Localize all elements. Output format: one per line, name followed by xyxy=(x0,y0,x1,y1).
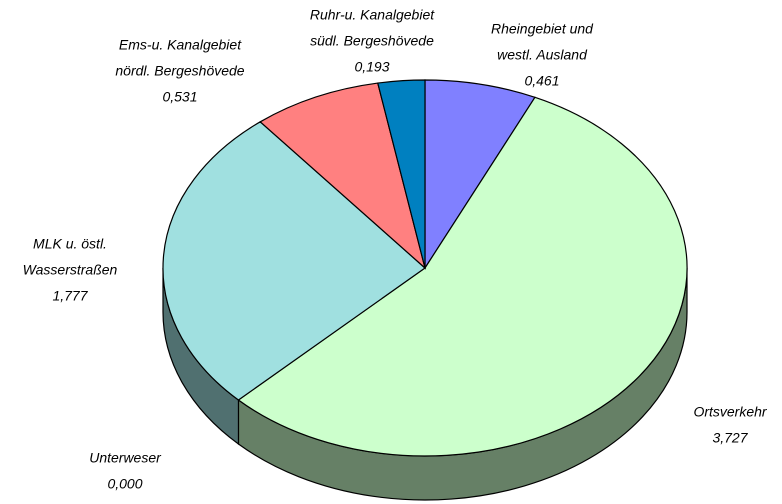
value-label: 0,531 xyxy=(162,89,197,105)
pie-slice xyxy=(237,96,688,457)
value-label: 1,777 xyxy=(52,288,88,304)
pie-slice xyxy=(424,79,536,271)
slice-label: Ortsverkehr xyxy=(693,404,767,420)
pie-slice xyxy=(162,121,426,401)
value-label: 3,727 xyxy=(712,430,748,446)
slice-label: Ems-u. Kanalgebiet xyxy=(119,37,242,53)
value-label: 0,193 xyxy=(354,59,389,75)
slice-label: westl. Ausland xyxy=(497,47,588,63)
slice-label: Ruhr-u. Kanalgebiet xyxy=(310,7,435,23)
slice-label: südl. Bergeshövede xyxy=(310,33,434,49)
slice-label: MLK u. östl. xyxy=(33,236,107,252)
slice-label: Unterweser xyxy=(89,450,162,466)
pie-slice xyxy=(377,79,426,269)
pie-slice xyxy=(259,82,427,270)
slice-label: Rheingebiet und xyxy=(491,21,594,37)
slice-label: nördl. Bergeshövede xyxy=(115,63,244,79)
slice-label: Wasserstraßen xyxy=(23,262,118,278)
value-label: 0,000 xyxy=(107,476,142,492)
value-label: 0,461 xyxy=(524,73,559,89)
